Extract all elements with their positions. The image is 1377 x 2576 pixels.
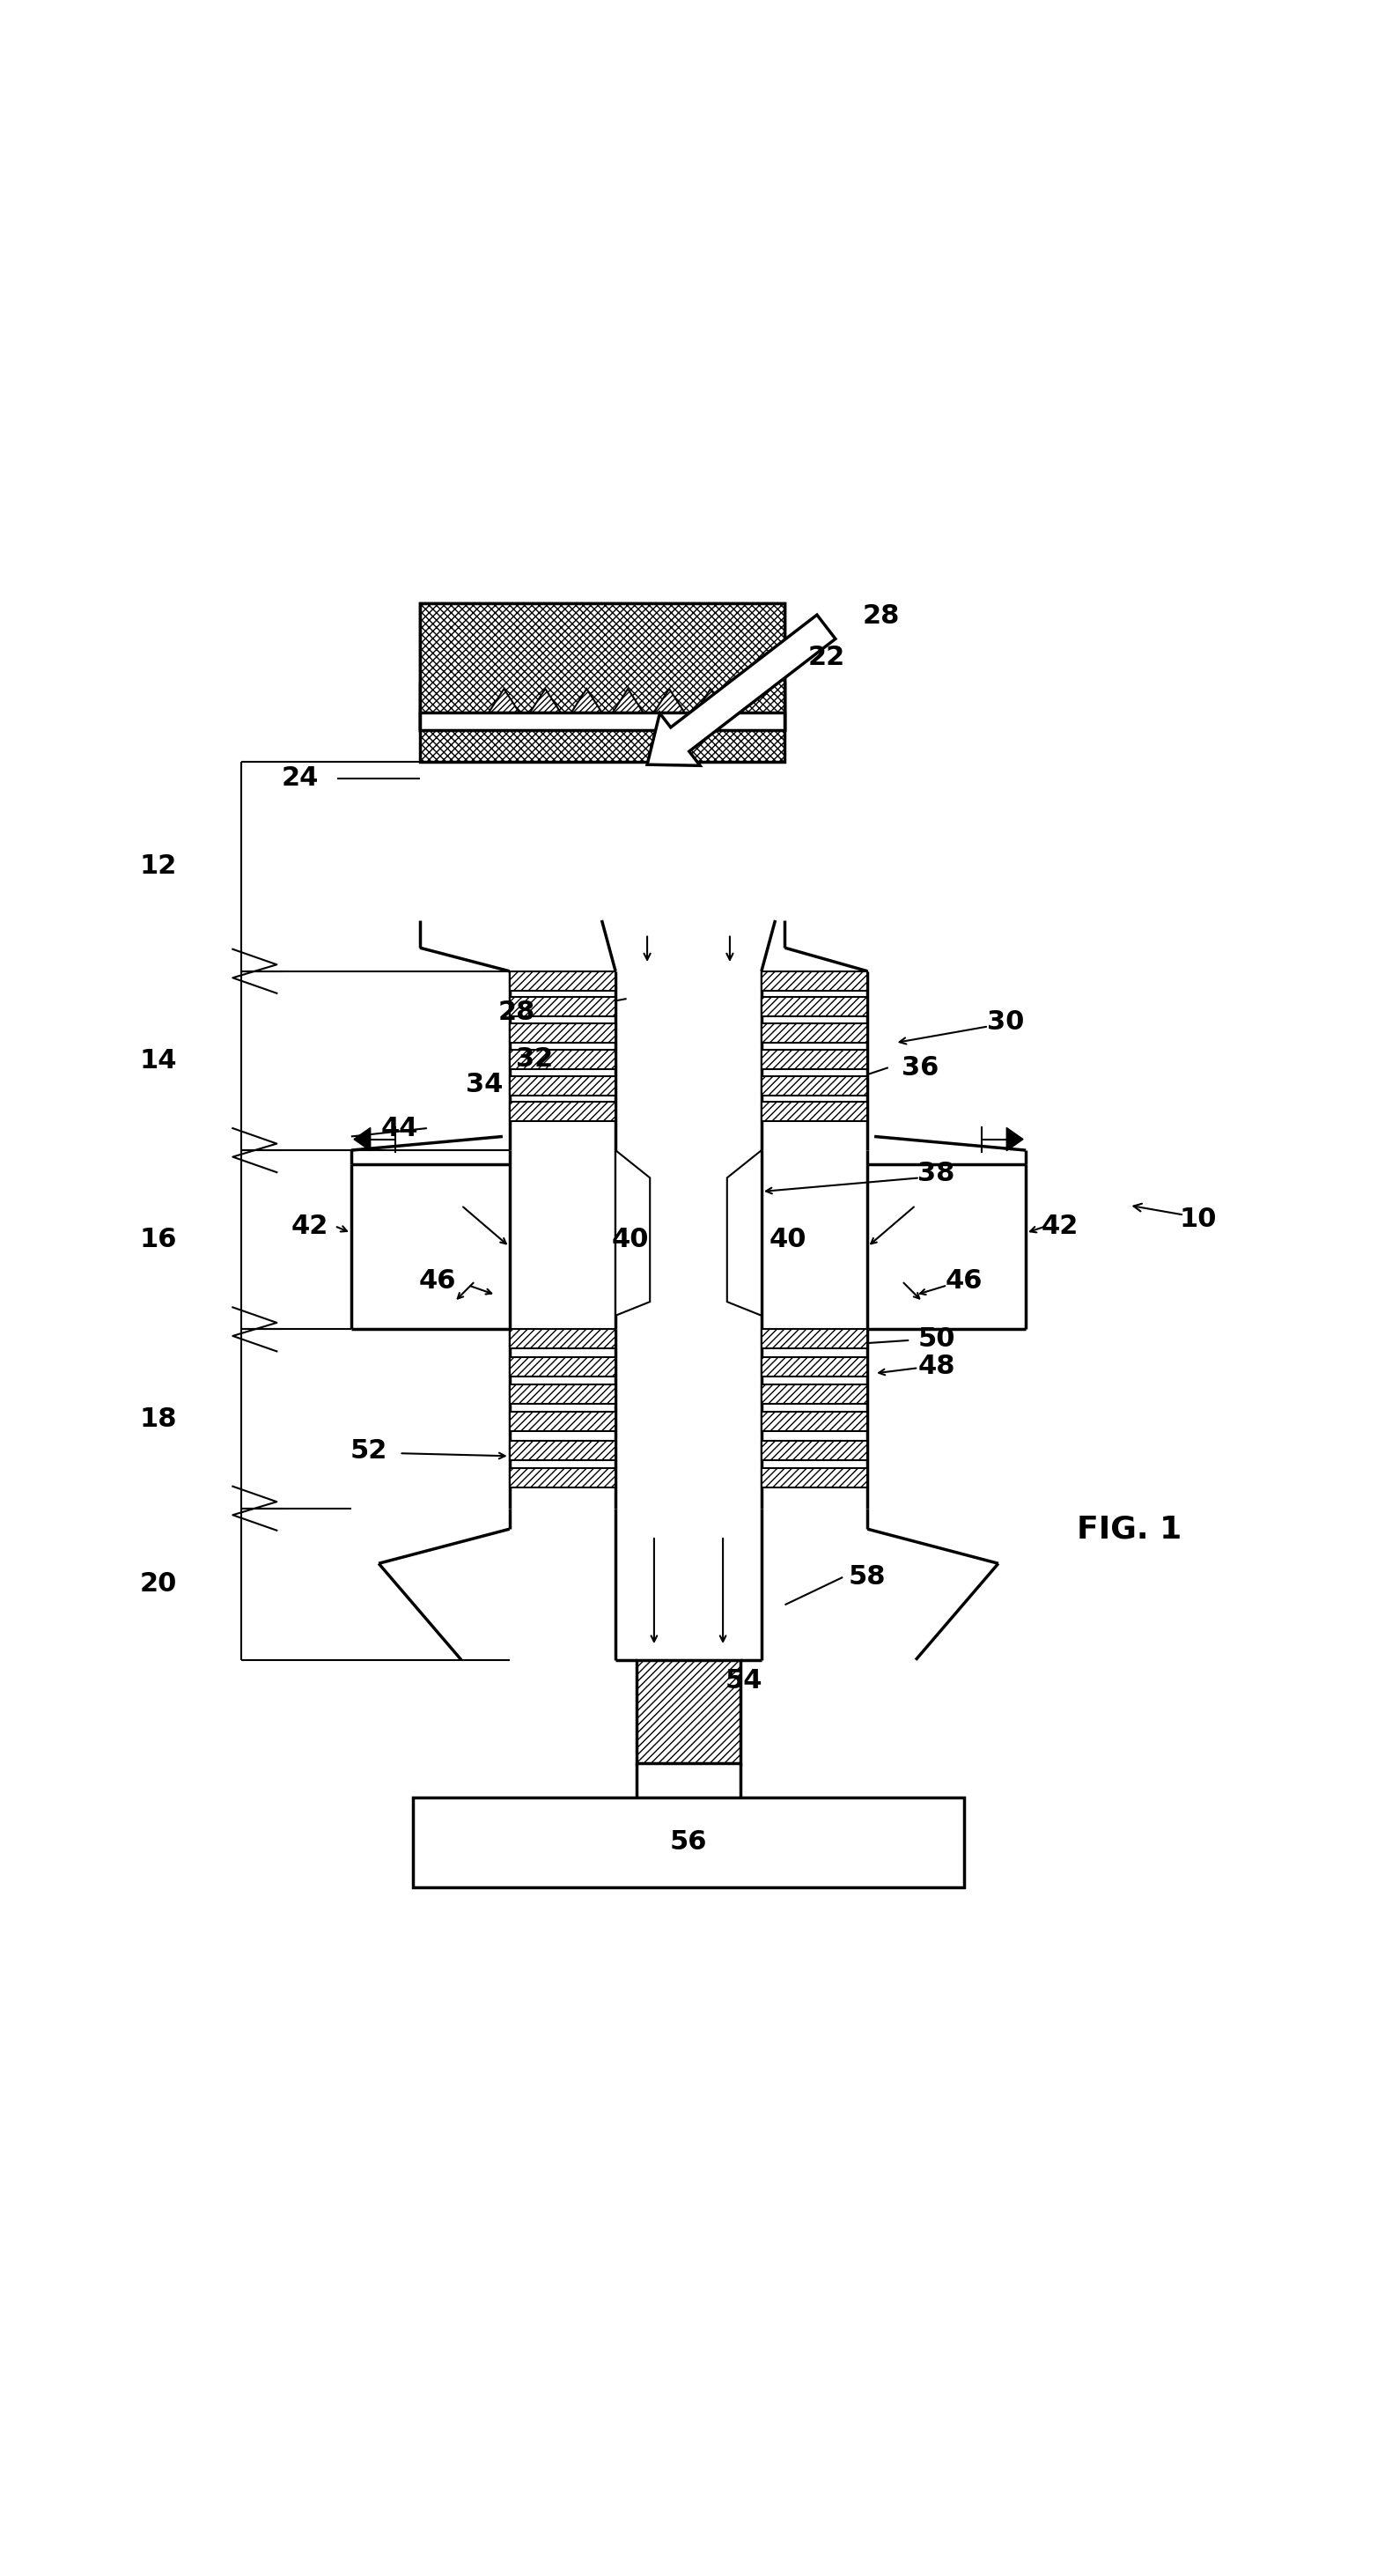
- Bar: [761, 1412, 868, 1432]
- Bar: [509, 1023, 616, 1043]
- Bar: [761, 1383, 868, 1404]
- Bar: [509, 1383, 616, 1404]
- Text: 46: 46: [945, 1267, 983, 1293]
- Bar: [509, 971, 616, 992]
- Bar: [761, 1440, 868, 1461]
- Bar: [420, 711, 785, 729]
- Bar: [509, 1358, 616, 1376]
- Bar: [761, 1077, 868, 1095]
- Text: 34: 34: [465, 1072, 504, 1097]
- Text: 10: 10: [1179, 1206, 1217, 1231]
- Text: 22: 22: [807, 644, 845, 670]
- Polygon shape: [489, 688, 519, 711]
- Bar: [761, 1358, 868, 1376]
- Text: 28: 28: [862, 603, 901, 629]
- Text: FIG. 1: FIG. 1: [1077, 1515, 1181, 1543]
- Bar: [420, 603, 785, 762]
- Text: 12: 12: [139, 853, 178, 878]
- Polygon shape: [1007, 1128, 1023, 1151]
- Bar: [509, 1103, 616, 1121]
- Bar: [509, 1440, 616, 1461]
- Text: 40: 40: [768, 1226, 807, 1252]
- Text: 52: 52: [350, 1437, 388, 1463]
- Text: 14: 14: [139, 1048, 178, 1074]
- Bar: [509, 1412, 616, 1432]
- Text: 36: 36: [901, 1054, 939, 1079]
- Polygon shape: [571, 688, 602, 711]
- Bar: [761, 997, 868, 1018]
- Bar: [761, 1468, 868, 1489]
- Text: 56: 56: [669, 1829, 708, 1855]
- Polygon shape: [727, 1151, 761, 1316]
- Bar: [413, 1798, 964, 1888]
- Text: 32: 32: [515, 1046, 554, 1072]
- Text: 42: 42: [291, 1213, 329, 1239]
- Polygon shape: [354, 1128, 370, 1151]
- Text: 24: 24: [281, 765, 319, 791]
- Text: 40: 40: [611, 1226, 650, 1252]
- FancyArrow shape: [647, 616, 836, 765]
- Text: 42: 42: [1041, 1213, 1080, 1239]
- Text: 20: 20: [139, 1571, 178, 1597]
- Text: 46: 46: [419, 1267, 457, 1293]
- Text: 18: 18: [139, 1406, 178, 1432]
- Text: 58: 58: [848, 1564, 887, 1589]
- Bar: [509, 1077, 616, 1095]
- Text: 50: 50: [917, 1327, 956, 1352]
- Bar: [509, 997, 616, 1018]
- Bar: [509, 1048, 616, 1069]
- Text: 48: 48: [917, 1355, 956, 1378]
- Polygon shape: [695, 688, 726, 711]
- Polygon shape: [616, 1151, 650, 1316]
- Text: 28: 28: [497, 999, 536, 1025]
- Bar: [420, 603, 785, 729]
- Bar: [761, 1103, 868, 1121]
- Bar: [509, 1329, 616, 1350]
- Bar: [761, 1048, 868, 1069]
- Bar: [761, 1023, 868, 1043]
- Bar: [636, 1659, 741, 1762]
- Text: 54: 54: [724, 1667, 763, 1692]
- Polygon shape: [654, 688, 684, 711]
- Text: 44: 44: [380, 1115, 419, 1141]
- Bar: [761, 1329, 868, 1350]
- Text: 30: 30: [986, 1010, 1024, 1036]
- Polygon shape: [613, 688, 643, 711]
- Polygon shape: [530, 688, 560, 711]
- Text: 16: 16: [139, 1226, 178, 1252]
- Bar: [509, 1468, 616, 1489]
- Text: 38: 38: [917, 1162, 956, 1188]
- Bar: [761, 971, 868, 992]
